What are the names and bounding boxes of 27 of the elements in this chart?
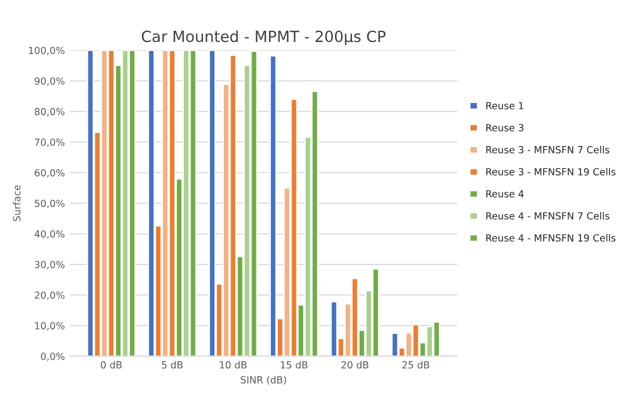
x-tick-label: 10 dB [220, 361, 247, 369]
legend-label: Reuse 3 - MFNSFN 19 Cells [486, 168, 616, 176]
y-tick-label: 100,0% [28, 46, 64, 56]
x-axis-title: SINR (dB) [240, 376, 286, 385]
legend-label: Reuse 3 - MFNSFN 7 Cells [486, 146, 610, 154]
y-tick-label: 10,0% [35, 322, 64, 330]
x-tick-label: 25 dB [402, 361, 430, 369]
y-tick-label: 60,0% [34, 169, 64, 178]
chart-title: Car Mounted - MPMT - 200µs CP [142, 30, 386, 46]
legend-label: Reuse 4 - MFNSFN 7 Cells [486, 212, 610, 220]
legend-label: Reuse 1 [486, 102, 524, 110]
y-tick-label: 30,0% [34, 260, 64, 270]
legend-label: Reuse 4 [486, 190, 524, 198]
y-tick-label: 40,0% [34, 230, 64, 239]
y-tick-label: 80,0% [34, 108, 64, 116]
y-tick-label: 50,0% [34, 200, 64, 208]
y-tick-label: 70,0% [34, 138, 64, 147]
y-tick-label: 90,0% [34, 77, 64, 86]
x-tick-label: 5 dB [162, 361, 183, 369]
y-tick-label: 20,0% [34, 291, 64, 300]
legend-label: Reuse 3 [486, 124, 524, 132]
x-tick-label: 20 dB [341, 361, 368, 369]
y-axis-title: Surface [12, 185, 20, 222]
x-tick-label: 15 dB [280, 361, 308, 369]
legend-label: Reuse 4 - MFNSFN 19 Cells [486, 234, 616, 242]
x-tick-label: 0 dB [100, 361, 122, 369]
y-tick-label: 0,0% [40, 352, 64, 361]
